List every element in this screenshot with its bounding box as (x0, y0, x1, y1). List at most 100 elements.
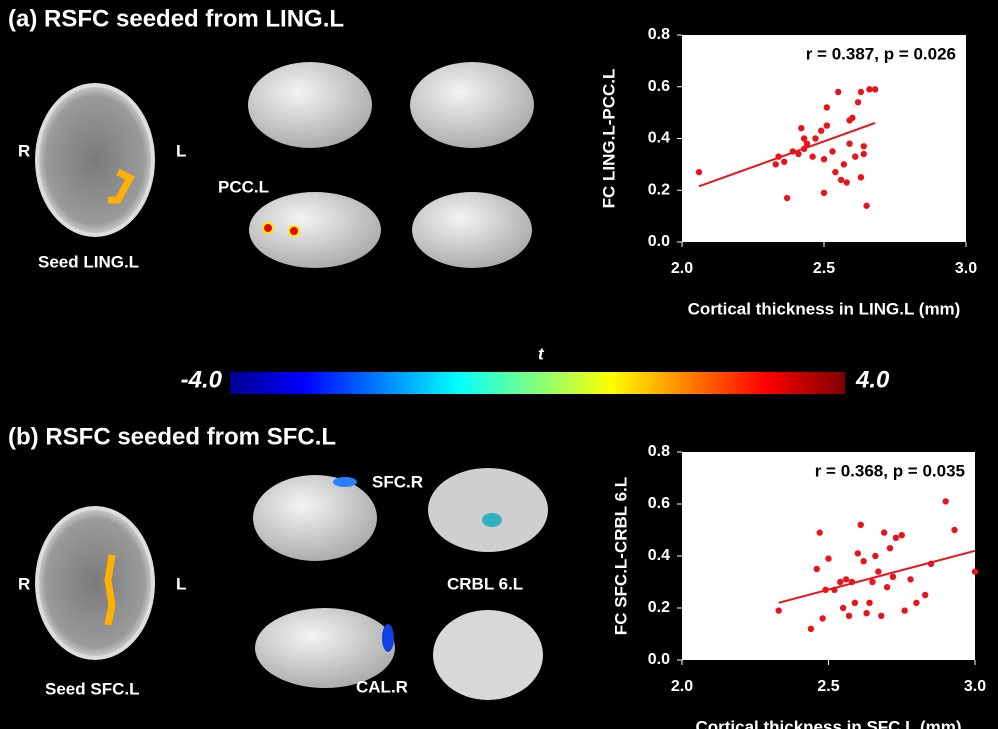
scatter-point (858, 522, 864, 528)
scatter-point (835, 89, 841, 95)
seed-label: Seed LING.L (38, 252, 139, 271)
brain-surface (412, 192, 532, 268)
seed-label: Seed SFC.L (45, 679, 139, 698)
scatter-point (819, 615, 825, 621)
scatter-point (863, 610, 869, 616)
scatter-point (881, 529, 887, 535)
mri-slice (37, 85, 153, 235)
colorbar-title: t (538, 344, 545, 363)
scatter-point (899, 532, 905, 538)
scatter-point (775, 153, 781, 159)
colorbar-max: 4.0 (855, 366, 890, 393)
scatter-point (832, 169, 838, 175)
scatter-point (812, 135, 818, 141)
scatter-point (893, 535, 899, 541)
x-tick-label: 2.0 (671, 260, 693, 277)
brain-surface (410, 62, 534, 148)
brain-surface (255, 608, 395, 688)
activation (382, 624, 394, 652)
scatter-point (858, 174, 864, 180)
y-tick-label: 0.4 (648, 130, 670, 147)
region-label: PCC.L (218, 177, 269, 196)
scatter-point (875, 568, 881, 574)
scatter-point (866, 600, 872, 606)
scatter-point (831, 587, 837, 593)
y-tick-label: 0.4 (648, 547, 670, 564)
seed-blob (108, 555, 112, 625)
y-tick-label: 0.6 (648, 495, 670, 512)
scatter-point (824, 104, 830, 110)
plot-frame (682, 35, 966, 242)
cerebellum (433, 610, 543, 700)
scatter-point (775, 607, 781, 613)
scatter-point (866, 86, 872, 92)
scatter-point (838, 177, 844, 183)
region-label: CRBL 6.L (447, 574, 523, 593)
activation (333, 477, 357, 487)
region-label: SFC.R (372, 472, 423, 491)
scatter-point (804, 140, 810, 146)
scatter-point (837, 579, 843, 585)
brain-surface (248, 62, 372, 148)
y-tick-label: 0.2 (648, 599, 670, 616)
scatter-point (696, 169, 702, 175)
scatter-point (858, 89, 864, 95)
scatter-point (829, 148, 835, 154)
scatter-point (824, 122, 830, 128)
scatter-point (861, 151, 867, 157)
y-axis-title: FC SFC.L-CRBL 6.L (611, 477, 630, 635)
scatter-point (951, 527, 957, 533)
scatter-point (844, 179, 850, 185)
scatter-point (869, 579, 875, 585)
scatter-point (872, 553, 878, 559)
scatter-point (790, 148, 796, 154)
activation (289, 226, 299, 236)
panel-title: (b) RSFC seeded from SFC.L (8, 423, 336, 450)
annotation: r = 0.387, p = 0.026 (806, 44, 956, 63)
x-tick-label: 2.5 (817, 678, 839, 695)
scatter-point (863, 203, 869, 209)
scatter-point (852, 153, 858, 159)
y-tick-label: 0.0 (648, 233, 670, 250)
scatter-point (818, 128, 824, 134)
side-label: R (18, 574, 30, 593)
scatter-point (852, 600, 858, 606)
colorbar-min: -4.0 (181, 366, 223, 393)
scatter-point (943, 498, 949, 504)
scatter-point (843, 576, 849, 582)
scatter-point (817, 529, 823, 535)
y-axis-title: FC LING.L-PCC.L (599, 69, 618, 209)
side-label: L (176, 141, 186, 160)
region-label: CAL.R (356, 677, 408, 696)
annotation: r = 0.368, p = 0.035 (815, 461, 965, 480)
y-tick-label: 0.8 (648, 443, 670, 460)
scatter-point (814, 566, 820, 572)
activation (482, 513, 502, 527)
scatter-point (849, 115, 855, 121)
scatter-point (855, 99, 861, 105)
panel-title: (a) RSFC seeded from LING.L (8, 5, 344, 32)
x-tick-label: 2.0 (671, 678, 693, 695)
x-tick-label: 2.5 (813, 260, 835, 277)
y-tick-label: 0.6 (648, 78, 670, 95)
scatter-point (872, 86, 878, 92)
scatter-point (821, 156, 827, 162)
scatter-point (846, 140, 852, 146)
x-tick-label: 3.0 (955, 260, 977, 277)
scatter-point (821, 190, 827, 196)
scatter-point (901, 607, 907, 613)
scatter-point (795, 151, 801, 157)
scatter-point (846, 613, 852, 619)
scatter-point (887, 545, 893, 551)
x-tick-label: 3.0 (964, 678, 986, 695)
y-tick-label: 0.0 (648, 651, 670, 668)
x-axis-title: Cortical thickness in LING.L (mm) (688, 299, 961, 318)
cerebellum (428, 468, 548, 552)
scatter-point (907, 576, 913, 582)
scatter-point (928, 561, 934, 567)
scatter-point (861, 143, 867, 149)
scatter-point (860, 558, 866, 564)
scatter-point (890, 574, 896, 580)
y-tick-label: 0.2 (648, 181, 670, 198)
scatter-point (884, 584, 890, 590)
